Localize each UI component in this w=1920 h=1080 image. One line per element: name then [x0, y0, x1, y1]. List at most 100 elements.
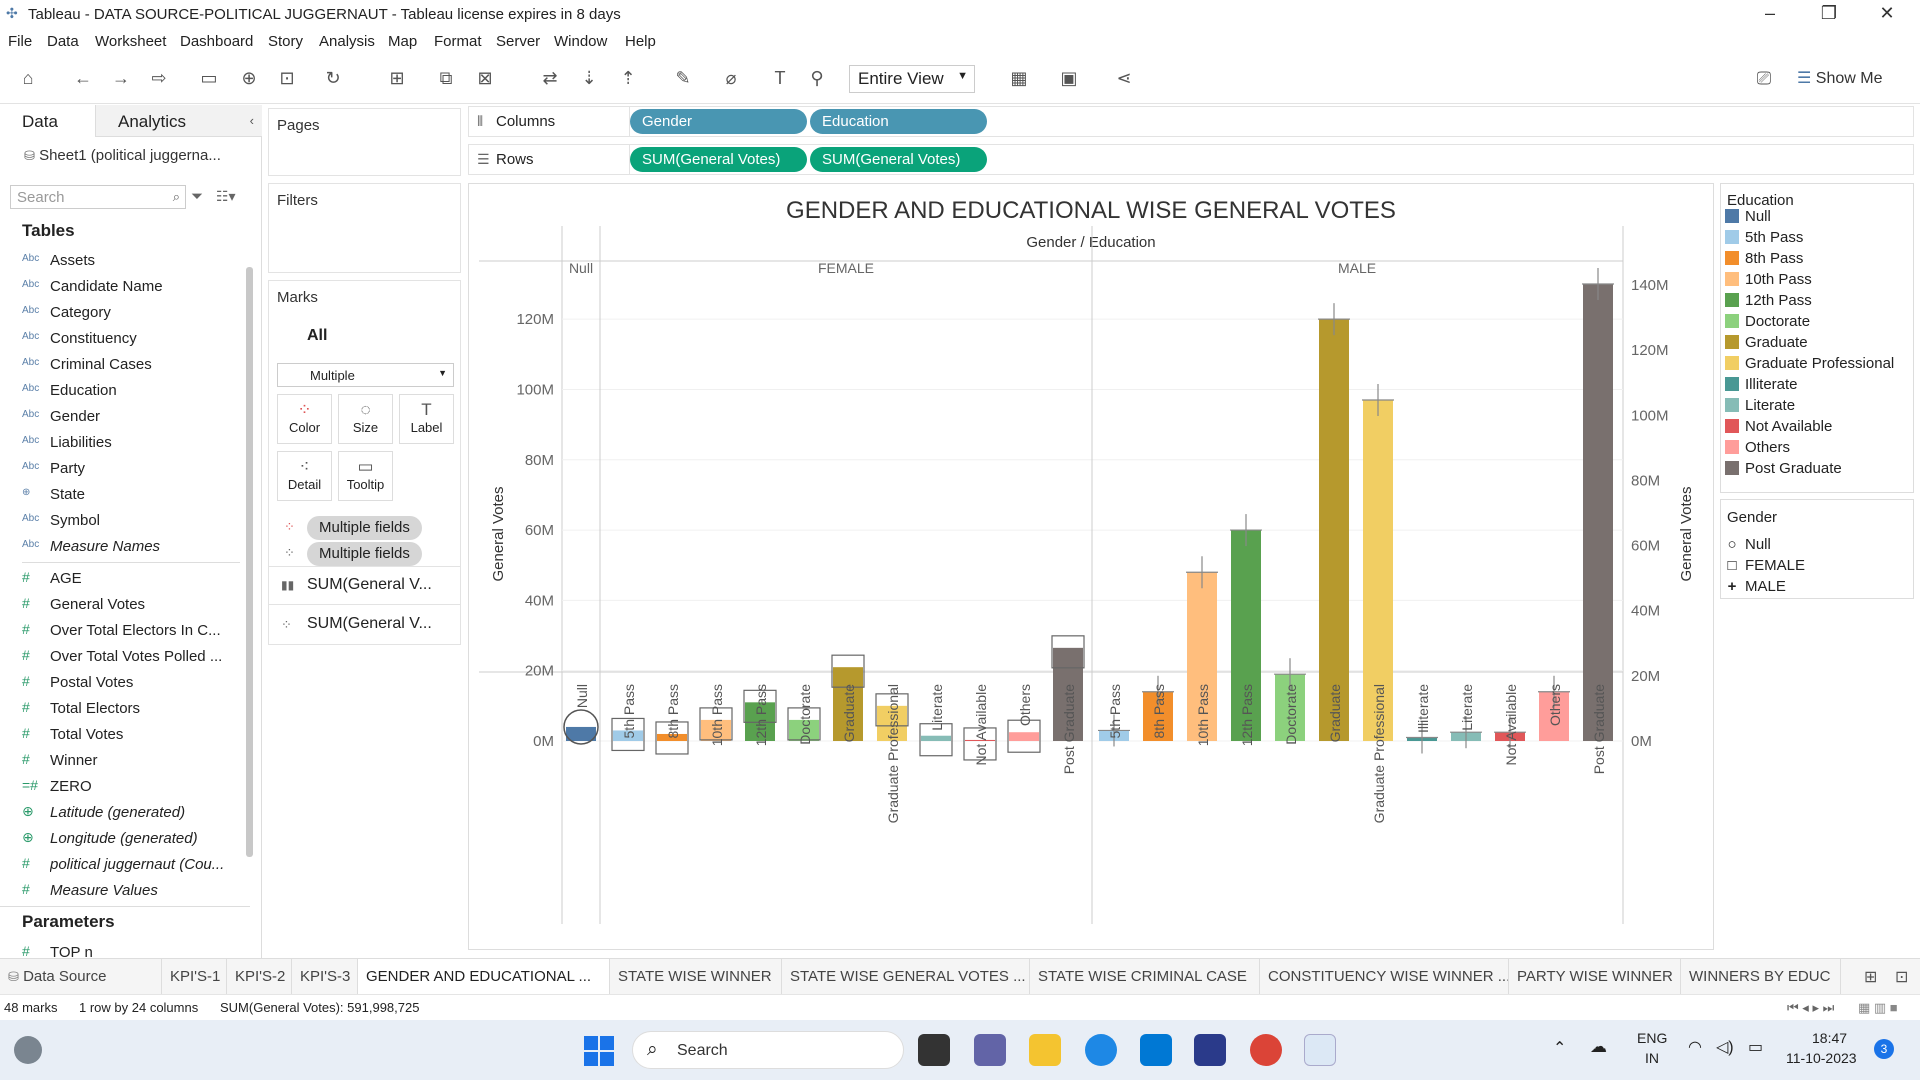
file-explorer-app-icon[interactable] [918, 1034, 950, 1066]
pages-card[interactable]: Pages [268, 108, 461, 176]
sheet-tab[interactable]: GENDER AND EDUCATIONAL ... [358, 959, 610, 995]
field-state[interactable]: ⊕ State [22, 486, 86, 503]
menu-help[interactable]: Help [625, 33, 656, 50]
sort-asc-icon[interactable]: ⇣ [581, 68, 597, 88]
chevron-up-icon[interactable]: ⌃ [1553, 1040, 1567, 1057]
view-options-icon[interactable]: ☷▾ [216, 188, 236, 204]
field-political-juggernaut-cou[interactable]: # political juggernaut (Cou... [22, 855, 225, 873]
tableau-taskbar-icon[interactable] [1304, 1034, 1336, 1066]
field-criminal-cases[interactable]: Abc Criminal Cases [22, 356, 152, 373]
field-winner[interactable]: # Winner [22, 751, 98, 769]
bar-chart[interactable]: GENDER AND EDUCATIONAL WISE GENERAL VOTE… [469, 184, 1713, 949]
wifi-icon[interactable]: ◠ [1688, 1039, 1702, 1056]
field-category[interactable]: Abc Category [22, 304, 111, 321]
legend-item[interactable]: + MALE [1725, 578, 1786, 598]
bar[interactable] [701, 719, 731, 741]
filters-card[interactable]: Filters [268, 183, 461, 273]
square-mark[interactable] [1051, 635, 1085, 669]
field-top-n[interactable]: # TOP n [22, 943, 93, 961]
bar[interactable] [965, 739, 995, 741]
legend-item[interactable]: ○ Null [1725, 536, 1770, 556]
scrollbar[interactable] [246, 267, 253, 857]
field-postal-votes[interactable]: # Postal Votes [22, 673, 134, 691]
sheet-tab[interactable]: STATE WISE GENERAL VOTES ... [782, 959, 1030, 995]
field-measure-names[interactable]: Abc Measure Names [22, 538, 161, 555]
menu-data[interactable]: Data [47, 33, 79, 50]
legend-item[interactable]: Graduate [1725, 334, 1808, 354]
datasource-item[interactable]: ⛁ Sheet1 (political juggerna... [24, 147, 221, 164]
square-mark[interactable] [919, 723, 953, 757]
notification-badge[interactable]: 3 [1874, 1039, 1894, 1059]
label-button[interactable]: T Label [399, 394, 454, 444]
sheet-tab[interactable]: CONSTITUENCY WISE WINNER ... [1260, 959, 1509, 995]
legend-item[interactable]: Post Graduate [1725, 460, 1842, 480]
rows-pill-1[interactable]: SUM(General Votes) [630, 147, 807, 172]
columns-shelf[interactable]: ⦀ Columns [468, 106, 1914, 137]
tab-data[interactable]: Data [0, 105, 95, 137]
menu-map[interactable]: Map [388, 33, 418, 50]
bar[interactable] [1009, 732, 1039, 741]
field-symbol[interactable]: Abc Symbol [22, 512, 101, 529]
highlight-icon[interactable]: ✎ [675, 68, 691, 88]
search-input[interactable]: Search [17, 189, 65, 206]
sheet-tab[interactable]: STATE WISE CRIMINAL CASE [1030, 959, 1260, 995]
new-datasource-icon[interactable]: ⊕ [241, 68, 257, 88]
presentation-icon[interactable]: ▣ [1060, 68, 1078, 88]
legend-item[interactable]: Graduate Professional [1725, 355, 1894, 375]
field-assets[interactable]: Abc Assets [22, 252, 96, 269]
bar[interactable] [1053, 647, 1083, 741]
home-icon[interactable]: ⌂ [22, 68, 34, 88]
refresh-icon[interactable]: ↻ [325, 68, 341, 88]
close-button[interactable]: ✕ [1879, 3, 1895, 23]
color-button[interactable]: ⁘ Color [277, 394, 332, 444]
bar[interactable] [1231, 530, 1261, 741]
weather-icon[interactable] [14, 1036, 42, 1064]
mark-field-pill[interactable]: Multiple fields [307, 542, 422, 566]
field-constituency[interactable]: Abc Constituency [22, 330, 137, 347]
nav-arrows-icon[interactable]: ⏮ ◂ ▸ ⏭ [1787, 1000, 1835, 1015]
mark-field-pill[interactable]: Multiple fields [307, 516, 422, 540]
bar[interactable] [1187, 572, 1217, 741]
bar[interactable] [1319, 319, 1349, 741]
chrome-icon[interactable] [1250, 1034, 1282, 1066]
field-candidate-name[interactable]: Abc Candidate Name [22, 278, 163, 295]
rows-shelf[interactable]: ☰ Rows [468, 144, 1914, 175]
detail-button[interactable]: ⁖ Detail [277, 451, 332, 501]
volume-icon[interactable]: ◁) [1716, 1039, 1734, 1056]
undo-icon[interactable]: ← [74, 68, 92, 88]
sheet-tab[interactable]: PARTY WISE WINNER [1509, 959, 1681, 995]
mark-type-select[interactable]: Multiple ▼ [277, 363, 454, 387]
bar[interactable] [833, 667, 863, 741]
field-gender[interactable]: Abc Gender [22, 408, 101, 425]
pin-icon[interactable]: ⚲ [810, 68, 824, 88]
bar[interactable] [921, 735, 951, 741]
redo-icon[interactable]: → [112, 68, 130, 88]
bar[interactable] [789, 719, 819, 741]
tab-analytics[interactable]: Analytics ‹ [95, 105, 262, 137]
teams-icon[interactable] [974, 1034, 1006, 1066]
field-over-total-electors-in-c[interactable]: # Over Total Electors In C... [22, 621, 221, 639]
bar[interactable] [566, 726, 596, 741]
filter-icon[interactable]: ⏷ [191, 188, 204, 205]
region-indicator[interactable]: IN [1645, 1050, 1659, 1066]
legend-item[interactable]: 10th Pass [1725, 271, 1812, 291]
onedrive-icon[interactable]: ☁ [1590, 1037, 1607, 1056]
size-button[interactable]: ◌ Size [338, 394, 393, 444]
legend-item[interactable]: Others [1725, 439, 1790, 459]
field-total-electors[interactable]: # Total Electors [22, 699, 141, 717]
new-worksheet-tab-icon[interactable]: ⊞ [1864, 969, 1878, 986]
field-zero[interactable]: =# ZERO [22, 777, 92, 795]
education-pill[interactable]: Education [810, 109, 987, 134]
menu-dashboard[interactable]: Dashboard [180, 33, 254, 50]
field-measure-values[interactable]: # Measure Values [22, 881, 158, 899]
gender-pill[interactable]: Gender [630, 109, 807, 134]
start-icon[interactable] [584, 1036, 614, 1066]
search-box[interactable]: Search ⌕ [10, 185, 186, 209]
square-mark[interactable] [831, 654, 865, 688]
pause-updates-icon[interactable]: ⊡ [279, 68, 295, 88]
square-mark[interactable] [655, 721, 689, 755]
format-painter-icon[interactable]: ⎚ [1756, 68, 1772, 88]
legend-item[interactable]: 5th Pass [1725, 229, 1803, 249]
legend-item[interactable]: 12th Pass [1725, 292, 1812, 312]
menu-analysis[interactable]: Analysis [319, 33, 375, 50]
